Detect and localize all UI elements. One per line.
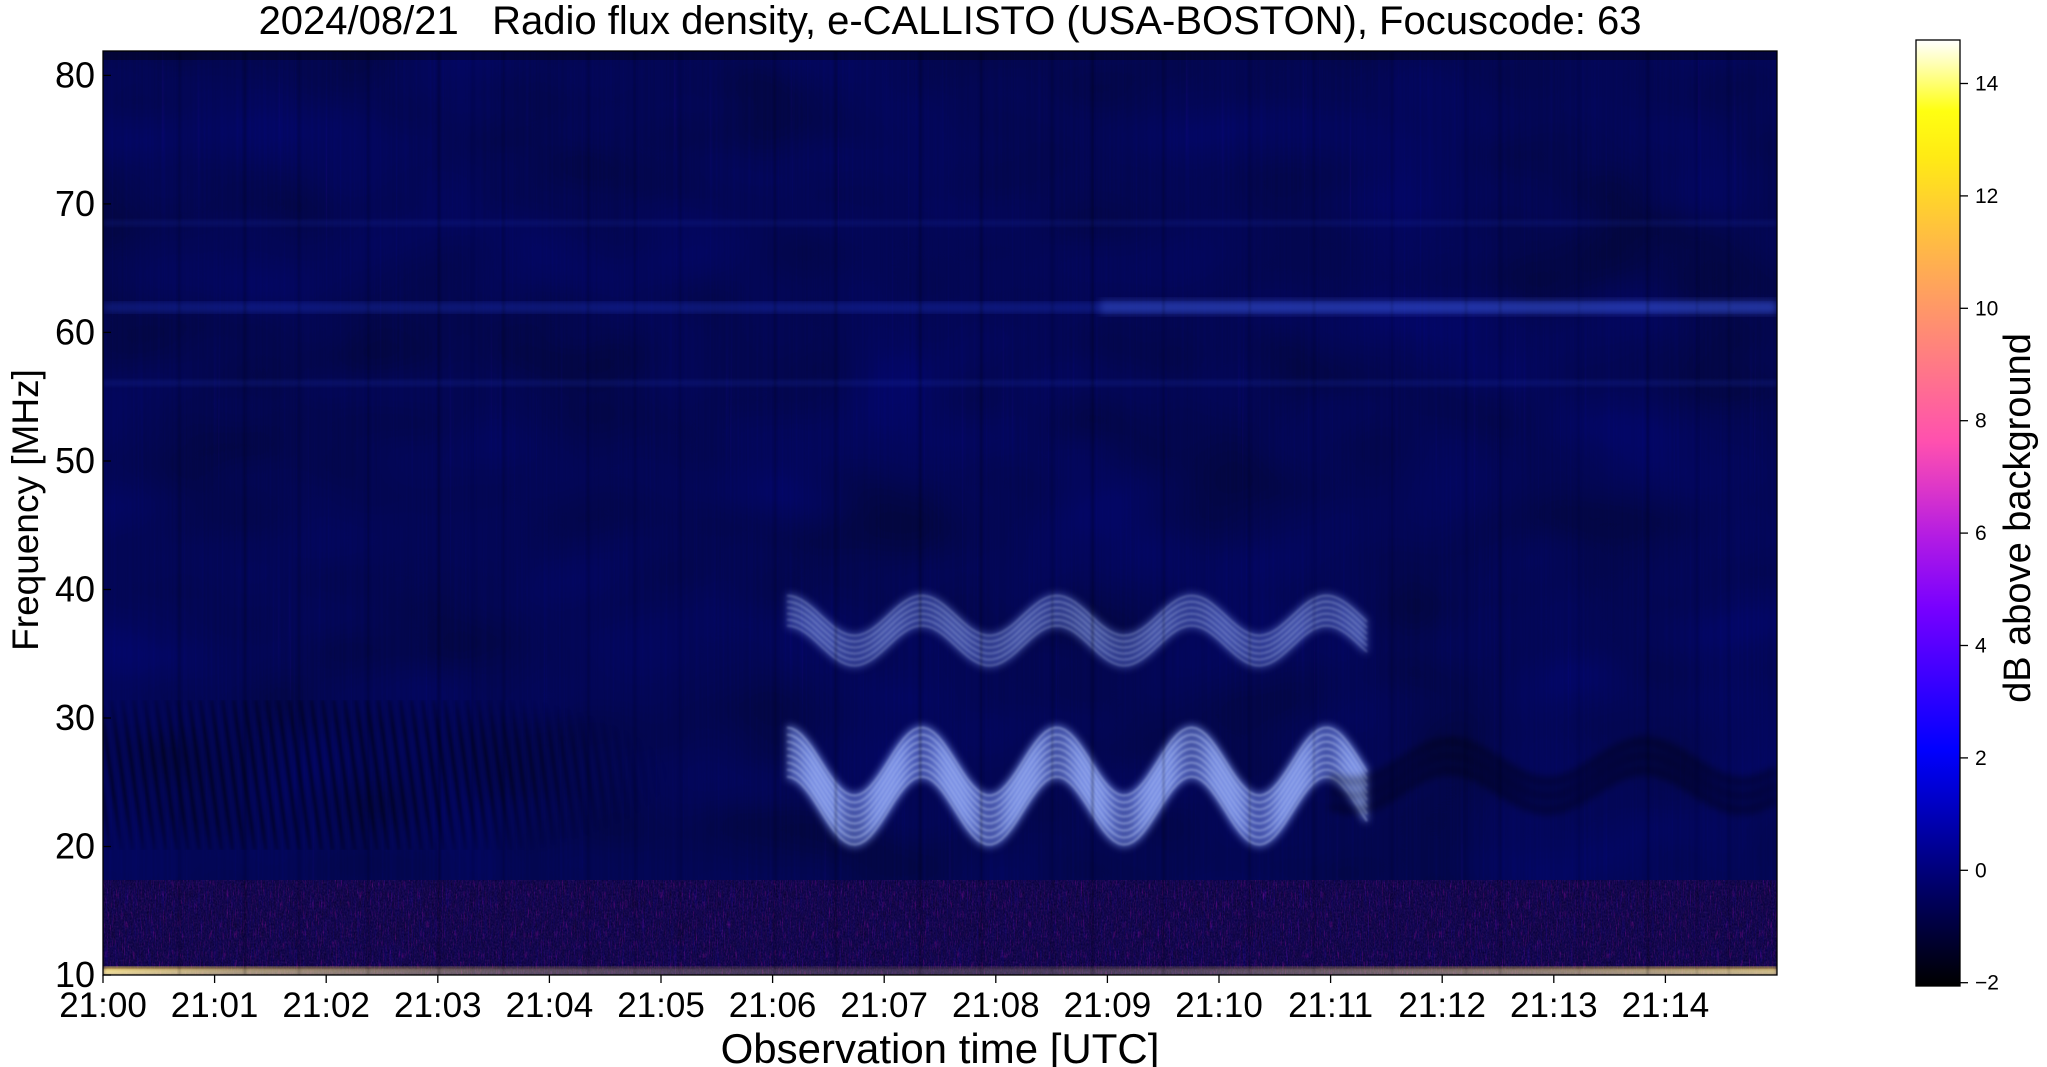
svg-text:20: 20 (55, 826, 95, 867)
svg-text:21:10: 21:10 (1175, 986, 1263, 1025)
svg-text:21:03: 21:03 (394, 986, 482, 1025)
svg-text:0: 0 (1975, 859, 1987, 882)
svg-text:30: 30 (55, 697, 95, 738)
svg-text:80: 80 (55, 54, 95, 95)
svg-text:dB above background: dB above background (1997, 333, 2039, 703)
svg-text:21:02: 21:02 (282, 986, 370, 1025)
svg-text:50: 50 (55, 440, 95, 481)
svg-text:6: 6 (1975, 522, 1987, 545)
svg-text:2: 2 (1975, 747, 1987, 770)
svg-text:21:09: 21:09 (1064, 986, 1152, 1025)
svg-text:2024/08/21 Radio flux densit: 2024/08/21 Radio flux density, e-CALLIST… (259, 0, 1642, 43)
svg-text:4: 4 (1975, 635, 1987, 658)
svg-text:21:08: 21:08 (952, 986, 1040, 1025)
svg-text:21:14: 21:14 (1622, 986, 1710, 1025)
svg-text:8: 8 (1975, 410, 1987, 433)
svg-text:21:01: 21:01 (171, 986, 259, 1025)
svg-text:12: 12 (1975, 185, 1998, 208)
svg-text:21:13: 21:13 (1510, 986, 1598, 1025)
svg-text:21:12: 21:12 (1398, 986, 1486, 1025)
svg-text:Frequency [MHz]: Frequency [MHz] (5, 369, 46, 651)
svg-text:21:11: 21:11 (1288, 986, 1373, 1025)
svg-text:14: 14 (1975, 73, 1999, 96)
svg-text:70: 70 (55, 183, 95, 224)
svg-text:40: 40 (55, 569, 95, 610)
svg-text:60: 60 (55, 311, 95, 352)
svg-text:10: 10 (1975, 297, 1998, 320)
svg-text:21:07: 21:07 (840, 986, 928, 1025)
svg-text:21:04: 21:04 (506, 986, 594, 1025)
svg-text:−2: −2 (1975, 972, 1999, 995)
svg-text:21:00: 21:00 (59, 986, 147, 1025)
svg-text:Observation time [UTC]: Observation time [UTC] (721, 1025, 1160, 1067)
svg-text:21:05: 21:05 (617, 986, 705, 1025)
svg-text:21:06: 21:06 (729, 986, 817, 1025)
